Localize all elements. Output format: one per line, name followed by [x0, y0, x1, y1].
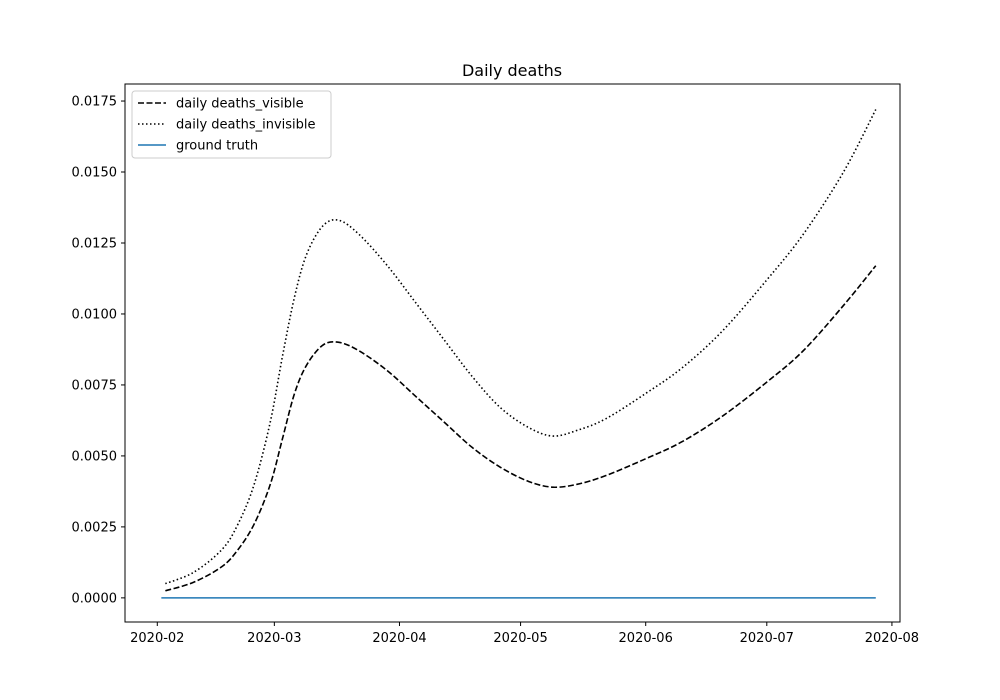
- y-tick-label-0: 0.0000: [72, 591, 118, 606]
- chart-title: Daily deaths: [462, 61, 562, 80]
- y-tick-label-4: 0.0100: [72, 307, 118, 322]
- x-tick-label-2: 2020-04: [372, 631, 426, 646]
- x-tick-label-0: 2020-02: [130, 631, 184, 646]
- legend-label-0: daily deaths_visible: [176, 97, 304, 112]
- legend-box: [131, 90, 332, 159]
- y-tick-label-5: 0.0125: [72, 236, 118, 251]
- series-layer: [161, 109, 877, 599]
- legend-label-1: daily deaths_invisible: [176, 118, 316, 133]
- series-line-0: [165, 265, 877, 592]
- legend-label-2: ground truth: [176, 139, 258, 154]
- x-tick-label-1: 2020-03: [247, 631, 301, 646]
- y-axis: 0.0000 0.0025 0.0050 0.0075 0.0100 0.0125 0.01…: [72, 95, 125, 606]
- x-axis: 2020-02 2020-03 2020-04 2020-05 2020-06 2020-…: [130, 622, 919, 646]
- x-tick-label-3: 2020-05: [493, 631, 547, 646]
- y-tick-label-2: 0.0050: [72, 449, 118, 464]
- x-tick-label-5: 2020-07: [740, 631, 794, 646]
- y-tick-label-7: 0.0175: [72, 95, 118, 110]
- plot-frame: [124, 83, 901, 623]
- y-tick-label-1: 0.0025: [72, 520, 118, 535]
- x-tick-label-4: 2020-06: [619, 631, 673, 646]
- x-tick-label-6: 2020-08: [865, 631, 919, 646]
- series-line-1: [165, 109, 877, 585]
- y-tick-label-6: 0.0150: [72, 166, 118, 181]
- y-tick-label-3: 0.0075: [72, 378, 118, 393]
